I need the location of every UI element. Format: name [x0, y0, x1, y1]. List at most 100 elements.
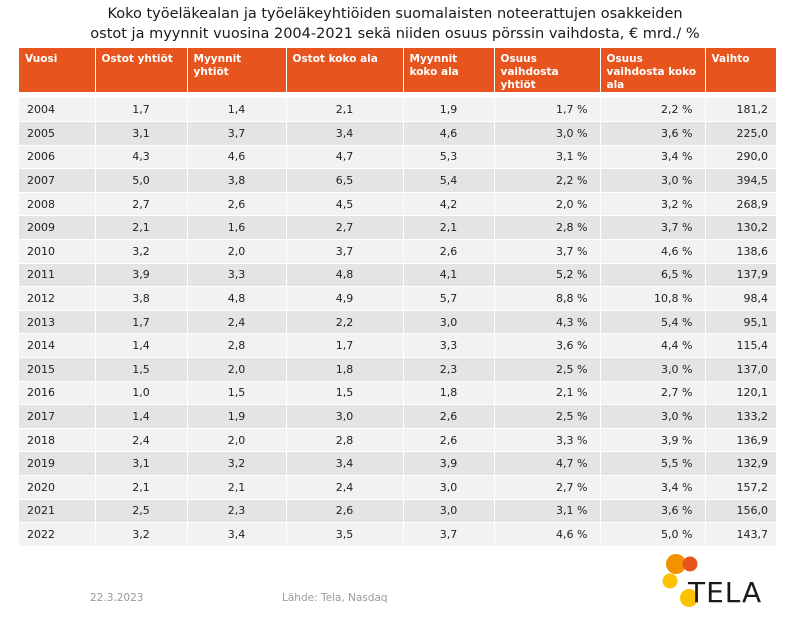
table-header-row: Vuosi Ostot yhtiöt Myynnit yhtiöt Ostot … — [19, 48, 776, 92]
cell-osuus-yhtiot: 2,5 % — [494, 357, 601, 382]
cell-osuus-yhtiot: 5,2 % — [494, 263, 601, 288]
cell-ostot-koko-ala: 3,4 — [286, 451, 404, 476]
cell-ostot-yhtiot: 2,5 — [95, 499, 188, 524]
cell-osuus-yhtiot: 1,7 % — [494, 98, 601, 123]
cell-vuosi: 2014 — [19, 333, 96, 359]
cell-osuus-koko-ala: 5,4 % — [600, 310, 706, 335]
cell-ostot-yhtiot: 1,4 — [95, 404, 188, 429]
cell-osuus-yhtiot: 2,0 % — [494, 192, 601, 217]
table-row: 2012 3,8 4,8 4,9 5,7 8,8 % 10,8 % 98,4 — [19, 286, 776, 311]
cell-ostot-yhtiot: 4,3 — [95, 145, 188, 170]
cell-myynnit-koko-ala: 2,1 — [403, 215, 495, 241]
cell-myynnit-koko-ala: 5,4 — [403, 168, 495, 193]
cell-ostot-yhtiot: 3,2 — [95, 522, 188, 547]
cell-vaihto: 143,7 — [705, 522, 776, 547]
cell-osuus-yhtiot: 3,1 % — [494, 145, 601, 170]
cell-myynnit-yhtiot: 2,0 — [187, 239, 287, 264]
cell-osuus-yhtiot: 3,1 % — [494, 499, 601, 524]
tela-logo-icon — [662, 554, 698, 607]
cell-osuus-koko-ala: 3,6 % — [600, 499, 706, 524]
cell-vuosi: 2007 — [19, 168, 96, 193]
cell-myynnit-koko-ala: 3,7 — [403, 522, 495, 547]
cell-ostot-koko-ala: 3,5 — [286, 522, 404, 547]
cell-myynnit-koko-ala: 4,1 — [403, 263, 495, 288]
cell-vaihto: 130,2 — [705, 215, 776, 241]
logo-dot-orange — [666, 554, 686, 574]
cell-vaihto: 137,0 — [705, 357, 776, 382]
table-row: 2006 4,3 4,6 4,7 5,3 3,1 % 3,4 % 290,0 — [19, 145, 776, 170]
table-row: 2010 3,2 2,0 3,7 2,6 3,7 % 4,6 % 138,6 — [19, 239, 776, 264]
cell-osuus-koko-ala: 2,7 % — [600, 381, 706, 406]
cell-osuus-yhtiot: 2,1 % — [494, 381, 601, 406]
cell-myynnit-yhtiot: 3,7 — [187, 121, 287, 146]
cell-ostot-koko-ala: 1,7 — [286, 333, 404, 359]
cell-vuosi: 2017 — [19, 404, 96, 429]
header-ostot-yhtiot: Ostot yhtiöt — [95, 48, 188, 92]
cell-myynnit-yhtiot: 4,6 — [187, 145, 287, 170]
cell-osuus-yhtiot: 4,3 % — [494, 310, 601, 335]
cell-vaihto: 115,4 — [705, 333, 776, 359]
cell-myynnit-koko-ala: 4,2 — [403, 192, 495, 217]
cell-ostot-yhtiot: 5,0 — [95, 168, 188, 193]
cell-ostot-yhtiot: 1,7 — [95, 310, 188, 335]
table-row: 2014 1,4 2,8 1,7 3,3 3,6 % 4,4 % 115,4 — [19, 333, 776, 359]
cell-osuus-koko-ala: 4,6 % — [600, 239, 706, 264]
cell-osuus-yhtiot: 3,0 % — [494, 121, 601, 146]
cell-ostot-yhtiot: 2,1 — [95, 215, 188, 241]
cell-osuus-yhtiot: 3,6 % — [494, 333, 601, 359]
cell-osuus-koko-ala: 6,5 % — [600, 263, 706, 288]
header-ostot-koko-ala: Ostot koko ala — [286, 48, 404, 92]
cell-osuus-yhtiot: 2,5 % — [494, 404, 601, 429]
table-row: 2009 2,1 1,6 2,7 2,1 2,8 % 3,7 % 130,2 — [19, 215, 776, 241]
cell-osuus-yhtiot: 2,2 % — [494, 168, 601, 193]
cell-osuus-koko-ala: 3,7 % — [600, 215, 706, 241]
cell-ostot-yhtiot: 3,1 — [95, 451, 188, 476]
cell-osuus-yhtiot: 8,8 % — [494, 286, 601, 311]
header-myynnit-koko-ala: Myynnit koko ala — [403, 48, 495, 92]
cell-myynnit-koko-ala: 3,0 — [403, 499, 495, 524]
cell-myynnit-koko-ala: 3,0 — [403, 310, 495, 335]
cell-myynnit-yhtiot: 1,5 — [187, 381, 287, 406]
cell-myynnit-yhtiot: 3,8 — [187, 168, 287, 193]
cell-myynnit-yhtiot: 3,2 — [187, 451, 287, 476]
logo-dot-yellow-large — [680, 589, 698, 607]
cell-vaihto: 157,2 — [705, 475, 776, 500]
logo-dot-yellow-small — [662, 573, 678, 589]
cell-ostot-koko-ala: 1,5 — [286, 381, 404, 406]
table-row: 2018 2,4 2,0 2,8 2,6 3,3 % 3,9 % 136,9 — [19, 428, 776, 453]
header-myynnit-yhtiot: Myynnit yhtiöt — [187, 48, 287, 92]
cell-vuosi: 2009 — [19, 215, 96, 241]
cell-myynnit-yhtiot: 3,3 — [187, 263, 287, 288]
cell-ostot-koko-ala: 2,2 — [286, 310, 404, 335]
cell-ostot-koko-ala: 3,0 — [286, 404, 404, 429]
cell-myynnit-koko-ala: 5,7 — [403, 286, 495, 311]
data-table: Vuosi Ostot yhtiöt Myynnit yhtiöt Ostot … — [19, 48, 776, 547]
cell-vuosi: 2021 — [19, 499, 96, 524]
cell-osuus-koko-ala: 3,9 % — [600, 428, 706, 453]
cell-ostot-yhtiot: 1,5 — [95, 357, 188, 382]
table-row: 2021 2,5 2,3 2,6 3,0 3,1 % 3,6 % 156,0 — [19, 499, 776, 524]
cell-ostot-yhtiot: 2,1 — [95, 475, 188, 500]
cell-myynnit-koko-ala: 3,9 — [403, 451, 495, 476]
cell-vuosi: 2008 — [19, 192, 96, 217]
cell-osuus-yhtiot: 3,7 % — [494, 239, 601, 264]
cell-osuus-koko-ala: 5,0 % — [600, 522, 706, 547]
cell-vaihto: 98,4 — [705, 286, 776, 311]
cell-ostot-koko-ala: 2,8 — [286, 428, 404, 453]
cell-ostot-koko-ala: 4,7 — [286, 145, 404, 170]
cell-vaihto: 290,0 — [705, 145, 776, 170]
cell-myynnit-koko-ala: 1,9 — [403, 98, 495, 123]
cell-ostot-koko-ala: 2,4 — [286, 475, 404, 500]
cell-vaihto: 156,0 — [705, 499, 776, 524]
table-row: 2004 1,7 1,4 2,1 1,9 1,7 % 2,2 % 181,2 — [19, 98, 776, 123]
cell-osuus-yhtiot: 4,7 % — [494, 451, 601, 476]
cell-vuosi: 2015 — [19, 357, 96, 382]
header-vaihto: Vaihto — [705, 48, 776, 92]
cell-vuosi: 2018 — [19, 428, 96, 453]
cell-ostot-koko-ala: 3,7 — [286, 239, 404, 264]
cell-osuus-koko-ala: 3,0 % — [600, 404, 706, 429]
cell-ostot-yhtiot: 1,4 — [95, 333, 188, 359]
cell-myynnit-koko-ala: 2,6 — [403, 404, 495, 429]
cell-osuus-yhtiot: 2,7 % — [494, 475, 601, 500]
page-title: Koko työeläkealan ja työeläkeyhtiöiden s… — [0, 4, 790, 44]
